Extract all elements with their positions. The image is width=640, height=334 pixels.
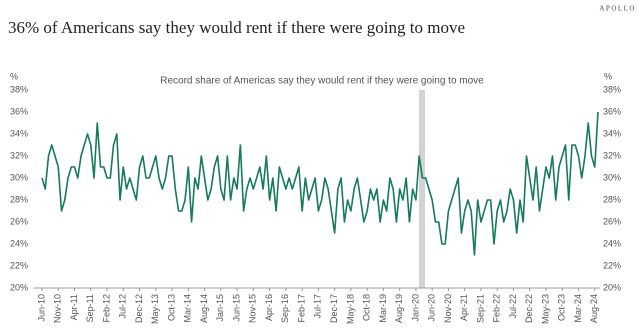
y-tick-label: 26%	[10, 216, 28, 226]
x-tick-label: Nov-10	[53, 294, 63, 323]
y-tick-label: 32%	[10, 150, 28, 160]
x-tick-label: Jan-15	[215, 294, 225, 322]
x-tick-label: Jan-20	[410, 294, 420, 322]
x-tick-label: Jul-12	[118, 294, 128, 319]
x-tick-label: Apr-11	[69, 294, 79, 320]
x-tick-label: Jun-20	[427, 294, 437, 322]
x-tick-label: Oct-13	[166, 294, 176, 321]
y2-tick-label: 24%	[603, 238, 621, 248]
x-tick-label: May-23	[540, 294, 550, 324]
x-tick-label: Aug-14	[199, 294, 209, 323]
x-tick-label: Oct-18	[362, 294, 372, 321]
x-tick-label: Feb-22	[492, 294, 502, 323]
y-tick-label: 34%	[10, 128, 28, 138]
y-tick-label: 22%	[10, 260, 28, 270]
x-tick-label: Sep-21	[475, 294, 485, 323]
y-tick-label: 30%	[10, 172, 28, 182]
x-tick-label: Mar-19	[378, 294, 388, 323]
y-tick-label: 28%	[10, 194, 28, 204]
y2-tick-label: 28%	[603, 194, 621, 204]
x-tick-label: Sep-16	[280, 294, 290, 323]
brand: APOLLO	[599, 5, 636, 13]
x-tick-label: Feb-17	[296, 294, 306, 323]
x-tick-label: Feb-12	[101, 294, 111, 323]
x-tick-label: Jul-22	[508, 294, 518, 319]
x-tick-label: Jul-17	[313, 294, 323, 319]
x-tick-label: Jun-10	[36, 294, 46, 322]
x-tick-label: Jun-15	[231, 294, 241, 322]
shaded-period	[419, 90, 425, 288]
x-tick-label: Apr-21	[459, 294, 469, 321]
x-tick-label: Dec-12	[134, 294, 144, 323]
x-tick-label: Sep-11	[85, 294, 95, 322]
y-unit: %	[10, 71, 18, 81]
y2-unit: %	[604, 71, 612, 81]
y2-tick-label: 38%	[603, 84, 621, 94]
x-tick-label: Mar-24	[573, 294, 583, 323]
y-tick-label: 38%	[10, 84, 28, 94]
x-tick-label: Nov-20	[443, 294, 453, 323]
x-tick-label: Dec-17	[329, 294, 339, 323]
y-tick-label: 36%	[10, 106, 28, 116]
y2-tick-label: 30%	[603, 172, 621, 182]
y2-tick-label: 20%	[603, 282, 621, 292]
x-tick-label: Nov-15	[248, 294, 258, 323]
x-tick-label: Dec-22	[524, 294, 534, 323]
x-tick-label: Mar-14	[183, 294, 193, 323]
x-tick-label: Aug-19	[394, 294, 404, 323]
x-tick-label: Oct-23	[557, 294, 567, 321]
x-tick-label: May-18	[345, 294, 355, 324]
y2-tick-label: 32%	[603, 150, 621, 160]
x-tick-label: May-13	[150, 294, 160, 324]
chart-title: 36% of Americans say they would rent if …	[8, 18, 465, 37]
y2-tick-label: 22%	[603, 260, 621, 270]
y2-tick-label: 36%	[603, 106, 621, 116]
line	[41, 111, 599, 256]
y-tick-label: 20%	[10, 282, 28, 292]
annotation: Record share of Americas say they would …	[160, 76, 484, 87]
y-tick-label: 24%	[10, 238, 28, 248]
y2-tick-label: 34%	[603, 128, 621, 138]
x-tick-label: Apr-16	[264, 294, 274, 321]
x-tick-label: Aug-24	[589, 294, 599, 323]
y2-tick-label: 26%	[603, 216, 621, 226]
